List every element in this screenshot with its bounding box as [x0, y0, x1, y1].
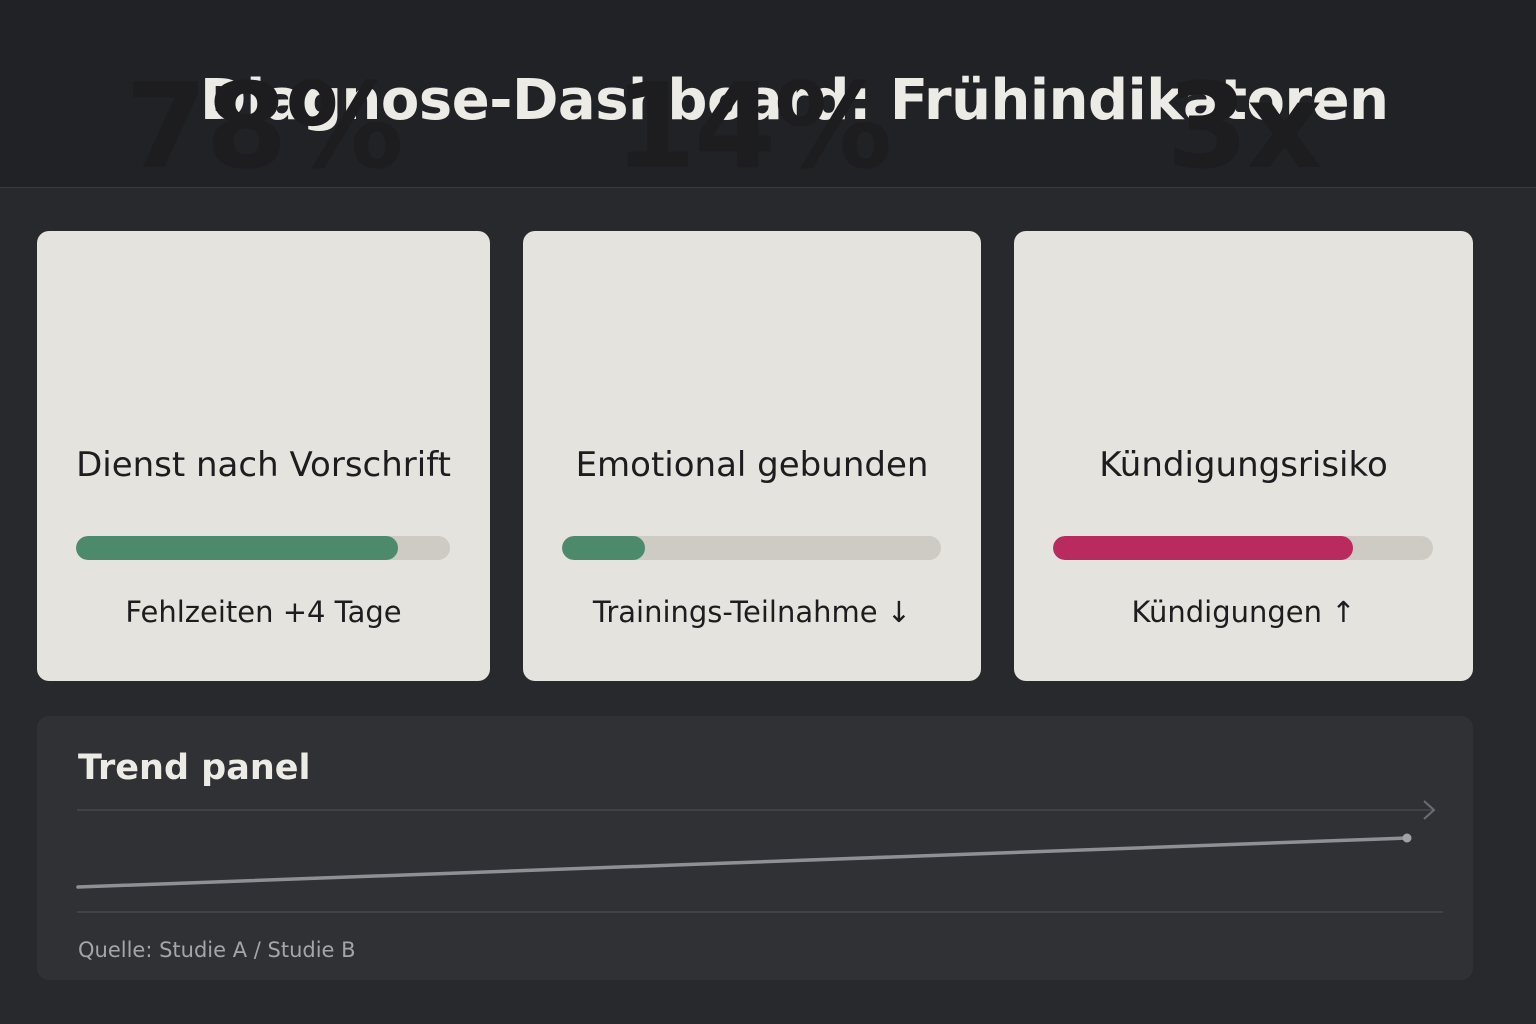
kpi-value: 78%: [125, 57, 403, 195]
trend-line: [76, 836, 1409, 889]
trend-panel: Trend panel Quelle: Studie A / Studie B: [37, 716, 1473, 980]
panel-title: Trend panel: [78, 748, 311, 788]
kpi-note: Kündigungen ↑: [1131, 595, 1356, 629]
progress-fill: [1053, 536, 1354, 560]
kpi-value: 14%: [613, 57, 892, 195]
kpi-card: 78% Dienst nach Vorschrift Fehlzeiten +4 T…: [37, 67, 490, 681]
kpi-label: Kündigungsrisiko: [1099, 445, 1388, 485]
progress-fill: [562, 536, 646, 560]
header: Diagnose-Dashboard: Frühindikatoren: [0, 0, 1536, 188]
kpi-label: Dienst nach Vorschrift: [76, 445, 451, 485]
page-title: Diagnose-Dashboard: Frühindikatoren: [200, 68, 1389, 133]
kpi-card: 3x Kündigungsrisiko Kündigungen ↑: [1014, 67, 1473, 681]
trend-endpoint: [1402, 833, 1412, 843]
kpi-note: Trainings-Teilnahme ↓: [592, 595, 912, 629]
trend-chart: [76, 800, 1443, 913]
kpi-card: 14% Emotional gebunden Trainings-Teilnahme…: [523, 67, 981, 681]
kpi-value: 3x: [1166, 57, 1322, 195]
progress-track: [76, 536, 450, 560]
source-note: Quelle: Studie A / Studie B: [78, 938, 356, 962]
kpi-note: Fehlzeiten +4 Tage: [125, 595, 402, 629]
axis-arrow: [1423, 800, 1436, 820]
progress-track: [1053, 536, 1433, 560]
kpi-label: Emotional gebunden: [575, 445, 929, 485]
progress-track: [562, 536, 941, 560]
progress-fill: [76, 536, 398, 560]
